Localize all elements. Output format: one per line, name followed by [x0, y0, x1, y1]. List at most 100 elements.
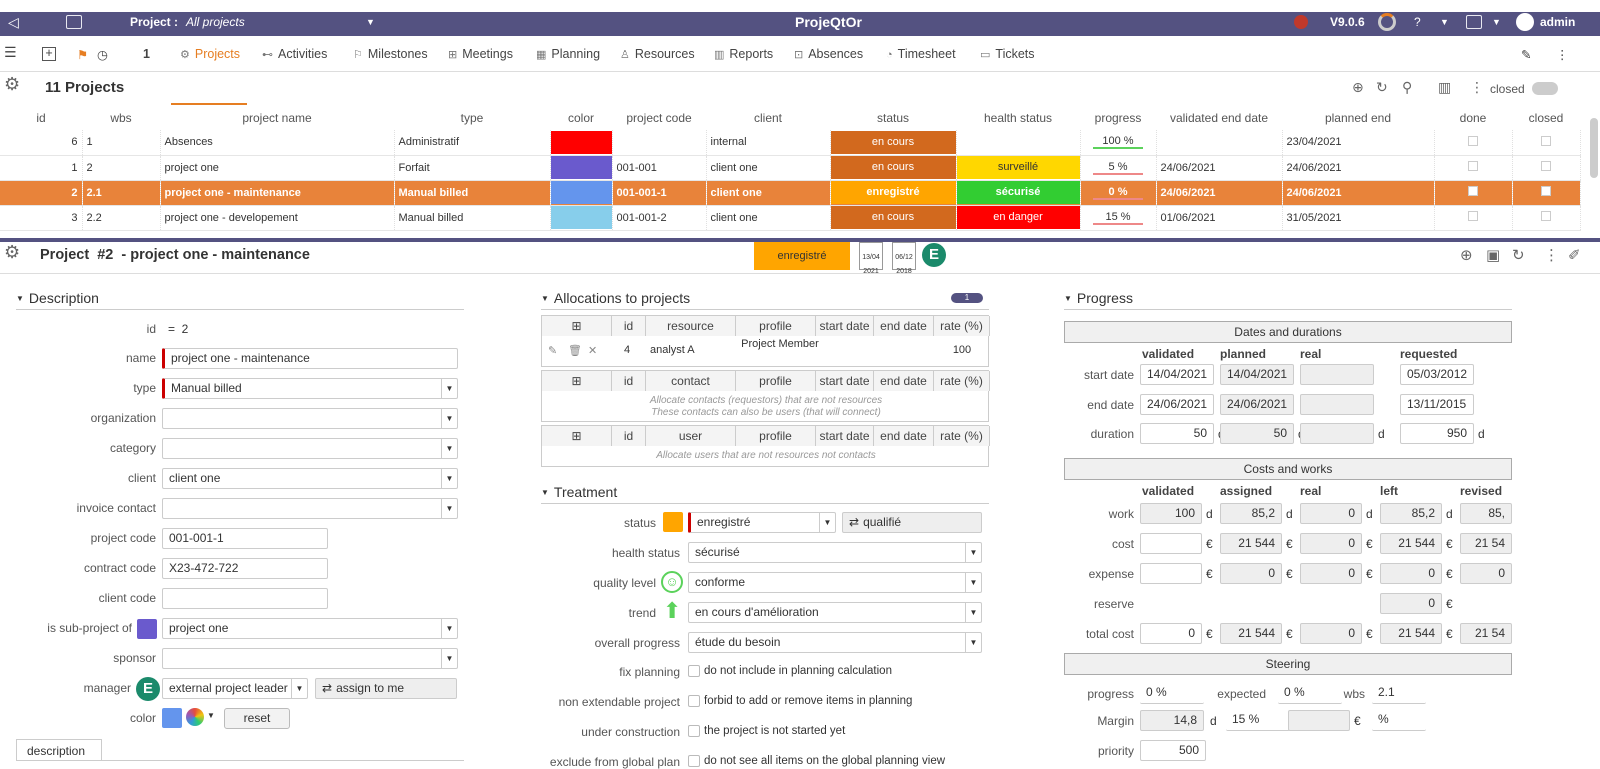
- tab-meetings[interactable]: ⊞ Meetings: [448, 47, 513, 61]
- end-validated-field[interactable]: 24/06/2021: [1140, 394, 1214, 415]
- non-extendable-checkbox[interactable]: [688, 695, 700, 707]
- chevron-down-icon[interactable]: ▼: [1440, 17, 1449, 27]
- closed-checkbox[interactable]: [1541, 186, 1551, 196]
- health-status-select[interactable]: sécurisé ▼: [688, 542, 982, 563]
- help-icon[interactable]: ?: [1414, 15, 1421, 29]
- closed-checkbox[interactable]: [1541, 135, 1551, 146]
- column-header[interactable]: color: [550, 105, 612, 130]
- chevron-down-icon[interactable]: ▼: [965, 573, 981, 592]
- list-scrollbar[interactable]: [1590, 118, 1598, 178]
- done-checkbox[interactable]: [1468, 135, 1478, 146]
- closed-checkbox[interactable]: [1541, 211, 1551, 221]
- tab-description[interactable]: description: [16, 739, 102, 761]
- chevron-down-icon[interactable]: ▼: [207, 711, 215, 720]
- menu-toggle-icon[interactable]: ☰: [4, 44, 17, 60]
- allocations-section-header[interactable]: ▼ Allocations to projects: [541, 290, 989, 310]
- project-selector[interactable]: All projects: [186, 15, 245, 29]
- progress-field[interactable]: 0 %: [1140, 683, 1204, 704]
- table-row[interactable]: 2 2.1 project one - maintenance Manual bill…: [0, 180, 1581, 206]
- next-status-button[interactable]: ⇄ qualifié: [842, 512, 982, 533]
- wbs-field[interactable]: 2.1: [1372, 683, 1426, 704]
- filter-icon[interactable]: ⚲: [1402, 79, 1413, 95]
- chevron-down-icon[interactable]: ▼: [441, 469, 457, 488]
- column-header[interactable]: closed: [1512, 105, 1580, 130]
- tab-timesheet[interactable]: ◔ Timesheet: [886, 47, 956, 61]
- tab-tickets[interactable]: ▭ Tickets: [980, 47, 1035, 61]
- avatar[interactable]: [1516, 13, 1534, 31]
- delete-icon[interactable]: 🗑: [568, 345, 582, 357]
- tab-resources[interactable]: ♙ Resources: [620, 47, 695, 61]
- add-allocation-icon[interactable]: ⊞: [542, 371, 612, 391]
- reset-button[interactable]: reset: [224, 708, 290, 729]
- allocation-row[interactable]: ✎ 🗑 ✕ 4 analyst A Project Member 100: [542, 336, 990, 367]
- done-checkbox[interactable]: [1468, 161, 1478, 171]
- start-validated-field[interactable]: 14/04/2021: [1140, 364, 1214, 385]
- client-code-field[interactable]: [162, 588, 328, 609]
- progress-section-header[interactable]: ▼ Progress: [1064, 290, 1512, 310]
- treatment-section-header[interactable]: ▼ Treatment: [541, 484, 989, 504]
- edit-icon[interactable]: ✎: [1521, 48, 1532, 62]
- start-requested-field[interactable]: 05/03/2012: [1400, 364, 1474, 385]
- tab-milestones[interactable]: ⚐ Milestones: [353, 47, 428, 61]
- duration-requested-field[interactable]: 950: [1400, 423, 1474, 444]
- tab-planning[interactable]: ▦ Planning: [536, 47, 600, 61]
- color-swatch[interactable]: [162, 708, 182, 728]
- invoice-contact-select[interactable]: ▼: [162, 498, 458, 519]
- duration-validated-field[interactable]: 50: [1140, 423, 1214, 444]
- name-field[interactable]: project one - maintenance: [162, 348, 458, 369]
- chevron-down-icon[interactable]: ▼: [291, 679, 307, 698]
- closed-toggle[interactable]: [1532, 82, 1558, 95]
- trend-select[interactable]: en cours d'amélioration ▼: [688, 602, 982, 623]
- status-select[interactable]: enregistré ▼: [688, 512, 836, 533]
- column-header[interactable]: progress: [1080, 105, 1156, 130]
- cost-validated-field[interactable]: [1140, 533, 1202, 554]
- column-header[interactable]: id: [0, 105, 82, 130]
- new-item-icon[interactable]: ⊕: [1460, 247, 1473, 264]
- tab-absences[interactable]: ⊡ Absences: [794, 47, 863, 61]
- contract-code-field[interactable]: X23-472-722: [162, 558, 328, 579]
- column-header[interactable]: type: [394, 105, 550, 130]
- chevron-down-icon[interactable]: ▼: [1492, 17, 1501, 27]
- client-select[interactable]: client one ▼: [162, 468, 458, 489]
- more-icon[interactable]: ⋮: [1470, 79, 1484, 95]
- color-picker-icon[interactable]: [186, 708, 204, 726]
- window-icon[interactable]: [66, 15, 82, 32]
- under-construction-checkbox[interactable]: [688, 725, 700, 737]
- table-row[interactable]: 6 1 Absences Administratif internal en cours 1…: [0, 130, 1581, 156]
- user-name[interactable]: admin: [1540, 15, 1576, 29]
- exclude-global-checkbox[interactable]: [688, 755, 700, 767]
- gear-icon[interactable]: ⚙: [4, 74, 21, 94]
- category-select[interactable]: ▼: [162, 438, 458, 459]
- type-select[interactable]: Manual billed ▼: [162, 378, 458, 399]
- column-header[interactable]: health status: [956, 105, 1080, 130]
- column-header[interactable]: client: [706, 105, 830, 130]
- add-allocation-icon[interactable]: ⊞: [542, 426, 612, 446]
- attachment-icon[interactable]: ✐: [1568, 247, 1581, 264]
- gear-icon[interactable]: ⚙: [4, 242, 21, 262]
- more-icon[interactable]: ⋮: [1556, 48, 1569, 62]
- tab-projects[interactable]: ⚙ Projects: [180, 47, 240, 61]
- chevron-down-icon[interactable]: ▼: [441, 439, 457, 458]
- bookmark-icon[interactable]: ⚑: [77, 48, 89, 62]
- save-icon[interactable]: ▣: [1486, 247, 1501, 264]
- tab-activities[interactable]: ⊷ Activities: [262, 47, 327, 61]
- edit-icon[interactable]: ✎: [548, 345, 558, 357]
- chevron-down-icon[interactable]: ▼: [965, 633, 981, 652]
- fix-planning-checkbox[interactable]: [688, 665, 700, 677]
- remove-icon[interactable]: ✕: [588, 345, 598, 357]
- chevron-down-icon[interactable]: ▼: [441, 379, 457, 398]
- description-section-header[interactable]: ▼ Description: [16, 290, 464, 310]
- quality-level-select[interactable]: conforme ▼: [688, 572, 982, 593]
- end-requested-field[interactable]: 13/11/2015: [1400, 394, 1474, 415]
- sponsor-select[interactable]: ▼: [162, 648, 458, 669]
- overall-progress-select[interactable]: étude du besoin ▼: [688, 632, 982, 653]
- project-code-field[interactable]: 001-001-1: [162, 528, 328, 549]
- column-header[interactable]: planned end: [1282, 105, 1434, 130]
- organization-select[interactable]: ▼: [162, 408, 458, 429]
- chevron-down-icon[interactable]: ▼: [819, 513, 835, 532]
- history-icon[interactable]: ◷: [97, 48, 108, 62]
- new-item-icon[interactable]: ⊕: [1352, 79, 1364, 95]
- chevron-down-icon[interactable]: ▼: [441, 619, 457, 638]
- add-icon[interactable]: +: [42, 47, 56, 61]
- alert-icon[interactable]: [1294, 15, 1308, 29]
